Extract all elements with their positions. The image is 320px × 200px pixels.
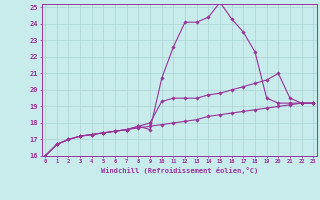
X-axis label: Windchill (Refroidissement éolien,°C): Windchill (Refroidissement éolien,°C) [100, 167, 258, 174]
